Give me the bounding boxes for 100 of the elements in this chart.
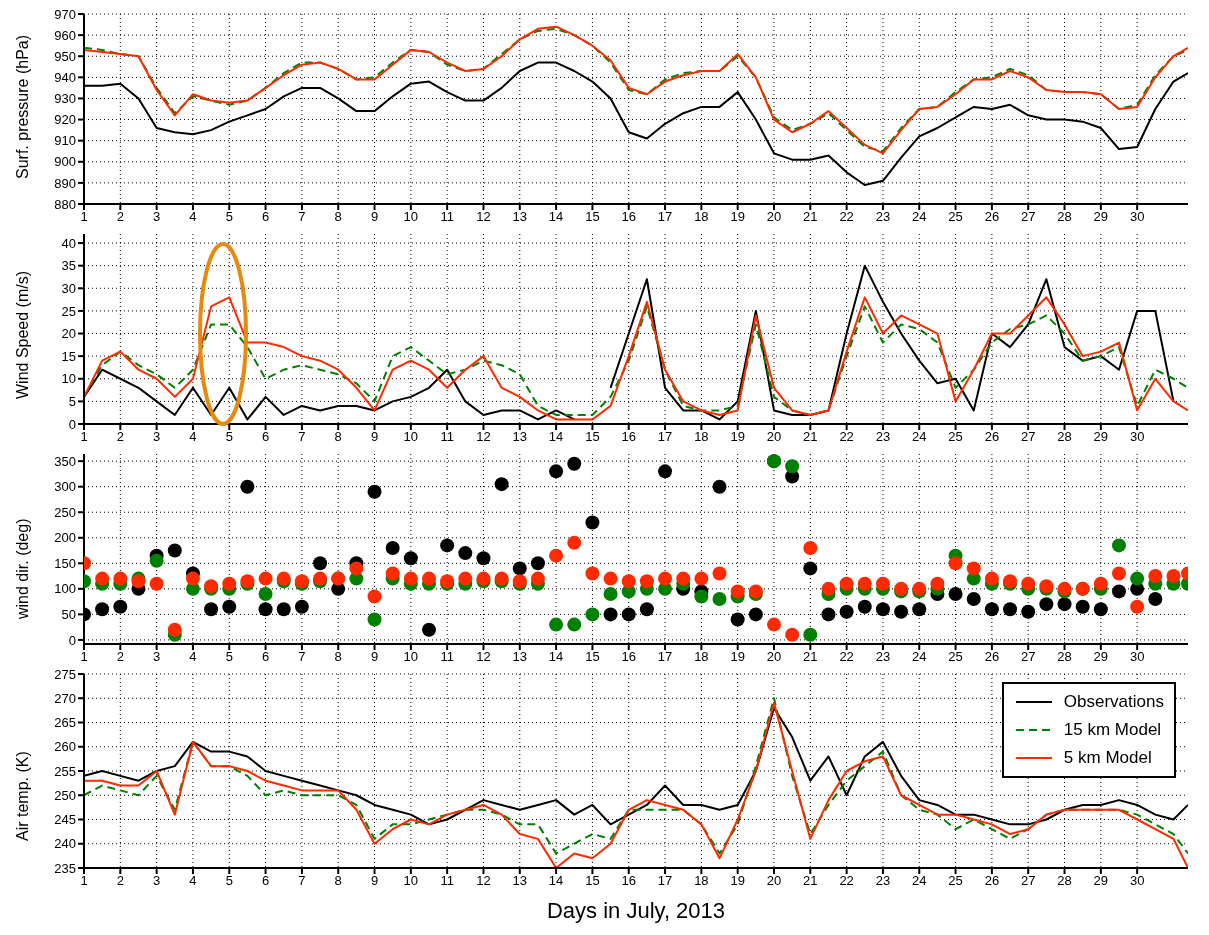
x-tick-label: 24	[912, 429, 927, 445]
point	[276, 602, 291, 617]
x-tick-label: 25	[948, 873, 963, 889]
x-tick-label: 22	[839, 209, 854, 225]
x-tick-label: 25	[948, 209, 963, 225]
x-tick-label: 12	[476, 873, 491, 889]
x-tick-label: 15	[585, 873, 600, 889]
y-tick-label: 30	[61, 280, 76, 296]
x-tick-label: 29	[1093, 873, 1109, 889]
x-tick-label: 2	[116, 209, 124, 225]
y-tick-label: 20	[61, 326, 76, 342]
point	[1021, 604, 1036, 619]
point	[857, 599, 872, 614]
x-tick-label: 6	[261, 649, 270, 665]
point	[730, 612, 745, 627]
point	[476, 551, 491, 566]
x-tick-label: 19	[730, 209, 745, 225]
y-tick-label: 0	[68, 416, 76, 432]
x-tick-label: 8	[334, 873, 342, 889]
x-tick-label: 19	[730, 429, 745, 445]
point	[821, 607, 836, 622]
y-tick-label: 275	[54, 666, 76, 682]
x-tick-label: 26	[984, 649, 1000, 665]
x-tick-label: 4	[189, 649, 197, 665]
y-tick-label: 15	[61, 348, 76, 364]
x-tick-label: 30	[1129, 429, 1145, 445]
x-tick-label: 26	[984, 873, 1000, 889]
x-tick-label: 8	[334, 209, 342, 225]
x-axis-title: Days in July, 2013	[546, 898, 726, 923]
x-tick-label: 21	[803, 873, 818, 889]
x-tick-label: 30	[1129, 649, 1145, 665]
x-tick-label: 15	[585, 209, 600, 225]
x-tick-label: 7	[298, 649, 306, 665]
x-tick-label: 13	[512, 429, 528, 445]
point	[748, 607, 763, 622]
x-tick-label: 18	[694, 429, 709, 445]
x-tick-label: 5	[225, 429, 233, 445]
x-tick-label: 29	[1093, 429, 1109, 445]
x-tick-label: 9	[370, 429, 379, 445]
y-axis-title: Wind Speed (m/s)	[13, 270, 31, 399]
x-tick-label: 14	[548, 649, 564, 665]
x-tick-label: 12	[476, 429, 491, 445]
x-tick-label: 4	[189, 429, 197, 445]
x-tick-label: 7	[298, 209, 306, 225]
y-tick-label: 270	[54, 690, 76, 706]
y-axis-title: wind dir. (deg)	[13, 518, 31, 620]
x-tick-label: 10	[403, 429, 419, 445]
x-tick-label: 20	[766, 873, 782, 889]
x-tick-label: 28	[1057, 649, 1072, 665]
x-tick-label: 14	[548, 873, 564, 889]
y-tick-label: 25	[61, 303, 76, 319]
point	[294, 599, 309, 614]
x-tick-label: 17	[657, 649, 673, 665]
point	[258, 602, 273, 617]
point	[240, 479, 255, 494]
point	[385, 540, 400, 555]
x-tick-label: 27	[1020, 649, 1036, 665]
y-tick-label: 950	[54, 48, 76, 64]
x-tick-label: 2	[116, 649, 124, 665]
x-tick-label: 24	[912, 649, 927, 665]
x-tick-label: 30	[1129, 873, 1145, 889]
y-tick-label: 940	[54, 69, 76, 85]
x-tick-label: 20	[766, 429, 782, 445]
point	[1148, 592, 1163, 607]
x-tick-label: 10	[403, 873, 419, 889]
y-tick-label: 255	[54, 763, 76, 779]
point	[512, 561, 527, 576]
x-tick-label: 17	[657, 429, 673, 445]
x-tick-label: 13	[512, 873, 528, 889]
x-tick-label: 6	[261, 873, 270, 889]
x-tick-label: 15	[585, 429, 600, 445]
y-tick-label: 150	[54, 555, 76, 571]
x-tick-label: 9	[370, 649, 379, 665]
point	[494, 477, 509, 492]
y-tick-label: 5	[68, 394, 76, 409]
point	[1075, 599, 1090, 614]
point	[1039, 597, 1054, 612]
x-tick-label: 10	[403, 649, 419, 665]
x-tick-label: 1	[80, 649, 88, 665]
point	[422, 622, 436, 637]
x-tick-label: 12	[476, 209, 491, 225]
x-tick-label: 16	[621, 873, 636, 889]
point	[585, 515, 600, 530]
x-tick-label: 22	[839, 873, 854, 889]
x-tick-label: 11	[440, 209, 454, 225]
y-tick-label: 890	[54, 175, 76, 191]
x-tick-label: 21	[803, 649, 818, 665]
y-tick-label: 300	[54, 479, 76, 495]
y-tick-label: 970	[54, 6, 76, 22]
y-tick-label: 240	[54, 836, 76, 852]
x-tick-label: 6	[261, 209, 270, 225]
x-tick-label: 11	[440, 873, 454, 889]
point	[567, 456, 582, 471]
point	[1112, 584, 1126, 599]
x-tick-label: 2	[116, 873, 124, 889]
x-tick-label: 13	[512, 649, 528, 665]
x-tick-label: 21	[803, 429, 818, 445]
y-axis-title: Air temp. (K)	[13, 751, 31, 841]
y-tick-label: 880	[54, 196, 76, 212]
x-tick-label: 23	[875, 649, 891, 665]
